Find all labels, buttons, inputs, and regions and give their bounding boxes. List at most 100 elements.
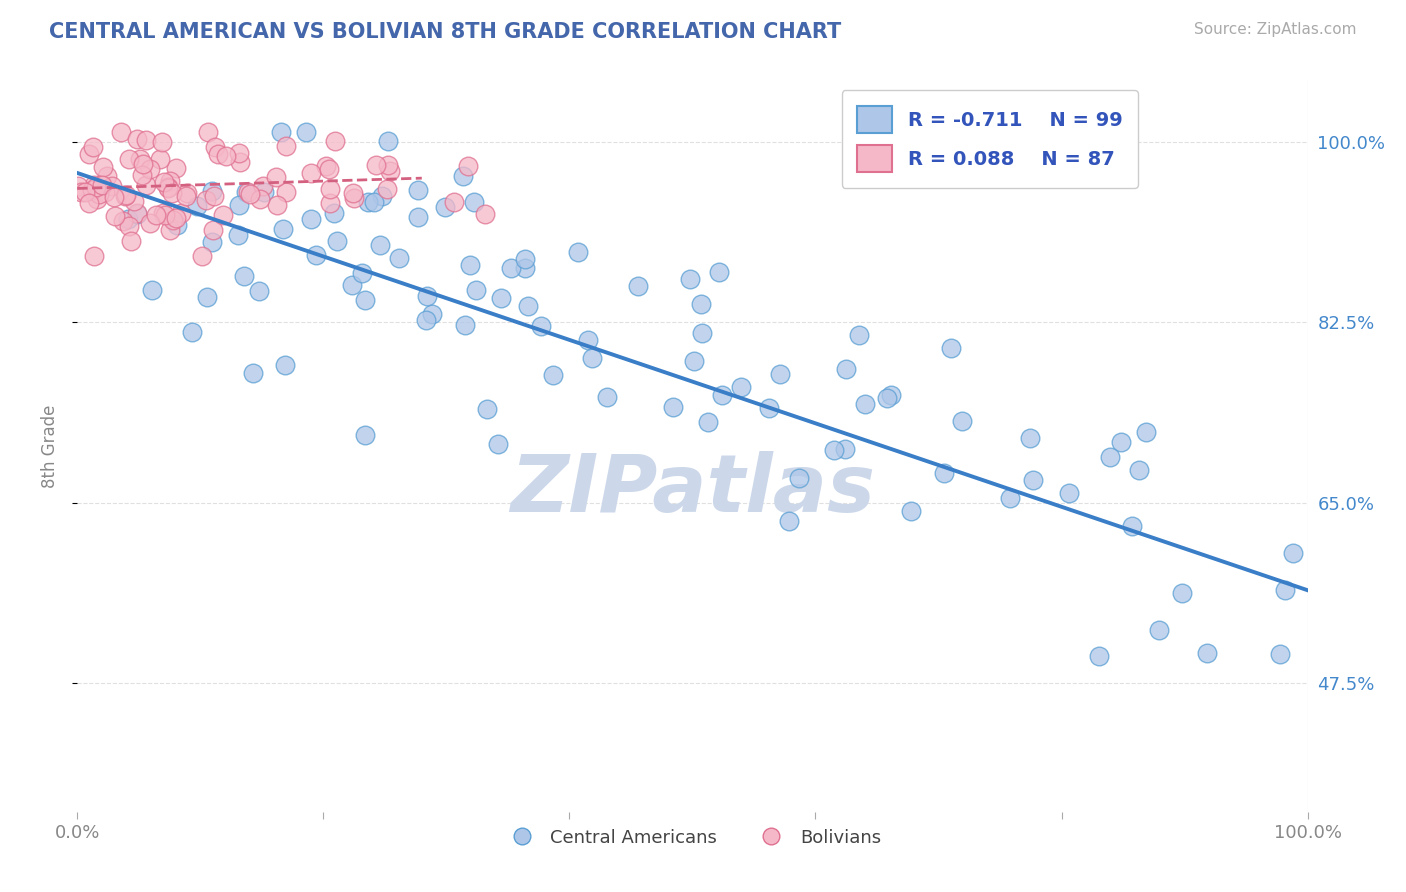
Point bbox=[458, 258, 481, 272]
Point bbox=[176, 186, 198, 201]
Point bbox=[305, 247, 328, 261]
Point bbox=[530, 319, 553, 334]
Point bbox=[82, 140, 104, 154]
Point bbox=[489, 291, 512, 305]
Point bbox=[200, 184, 222, 198]
Point bbox=[342, 278, 364, 293]
Point bbox=[139, 161, 162, 176]
Point bbox=[153, 209, 176, 223]
Point bbox=[253, 185, 276, 199]
Point bbox=[118, 219, 141, 234]
Point bbox=[343, 191, 366, 205]
Point bbox=[661, 400, 683, 414]
Point bbox=[513, 252, 536, 267]
Point bbox=[91, 178, 114, 193]
Point bbox=[201, 235, 224, 249]
Text: ZIPatlas: ZIPatlas bbox=[510, 450, 875, 529]
Point bbox=[157, 180, 180, 194]
Point bbox=[252, 179, 274, 194]
Point bbox=[377, 134, 399, 148]
Point bbox=[477, 402, 499, 417]
Point bbox=[229, 154, 252, 169]
Point bbox=[94, 185, 117, 199]
Point bbox=[323, 134, 346, 148]
Point bbox=[354, 428, 377, 442]
Point bbox=[247, 284, 270, 298]
Point bbox=[697, 415, 720, 429]
Point bbox=[769, 367, 792, 381]
Point bbox=[342, 186, 364, 201]
Point bbox=[451, 169, 474, 183]
Point bbox=[627, 278, 650, 293]
Point bbox=[87, 187, 110, 202]
Point bbox=[149, 152, 172, 166]
Point bbox=[690, 297, 713, 311]
Point bbox=[499, 261, 522, 276]
Point bbox=[323, 206, 346, 220]
Point bbox=[186, 199, 208, 213]
Point bbox=[1195, 646, 1218, 660]
Point bbox=[274, 358, 297, 372]
Point bbox=[457, 159, 479, 173]
Point bbox=[114, 187, 136, 202]
Point bbox=[197, 125, 219, 139]
Point bbox=[239, 186, 262, 201]
Point bbox=[517, 299, 540, 313]
Point bbox=[1087, 648, 1109, 663]
Point bbox=[83, 249, 105, 263]
Point bbox=[463, 195, 485, 210]
Point bbox=[1268, 648, 1291, 662]
Point bbox=[159, 222, 181, 236]
Point bbox=[77, 196, 100, 211]
Point bbox=[150, 135, 173, 149]
Point bbox=[141, 283, 163, 297]
Point bbox=[228, 146, 250, 161]
Point bbox=[1022, 473, 1045, 487]
Point bbox=[1274, 582, 1296, 597]
Point bbox=[576, 333, 599, 347]
Point bbox=[84, 179, 107, 194]
Point bbox=[117, 212, 139, 227]
Point bbox=[174, 189, 197, 203]
Point bbox=[876, 391, 898, 405]
Point bbox=[207, 147, 229, 161]
Point bbox=[180, 325, 202, 339]
Point bbox=[1128, 462, 1150, 476]
Point bbox=[211, 208, 233, 222]
Point bbox=[114, 189, 136, 203]
Legend: Central Americans, Bolivians: Central Americans, Bolivians bbox=[496, 822, 889, 854]
Point bbox=[276, 185, 298, 199]
Point bbox=[730, 379, 752, 393]
Point bbox=[77, 146, 100, 161]
Point bbox=[135, 133, 157, 147]
Text: CENTRAL AMERICAN VS BOLIVIAN 8TH GRADE CORRELATION CHART: CENTRAL AMERICAN VS BOLIVIAN 8TH GRADE C… bbox=[49, 22, 841, 42]
Point bbox=[101, 179, 124, 194]
Point bbox=[204, 140, 226, 154]
Point bbox=[83, 178, 105, 192]
Point bbox=[357, 195, 380, 210]
Point bbox=[127, 132, 149, 146]
Point bbox=[581, 351, 603, 365]
Point bbox=[420, 307, 443, 321]
Point bbox=[932, 466, 955, 480]
Point bbox=[368, 238, 391, 252]
Point bbox=[318, 161, 340, 176]
Point bbox=[1135, 425, 1157, 439]
Point bbox=[515, 260, 537, 275]
Point bbox=[315, 159, 337, 173]
Point bbox=[998, 491, 1021, 505]
Point bbox=[128, 153, 150, 167]
Point bbox=[319, 182, 342, 196]
Point bbox=[75, 185, 97, 199]
Point bbox=[366, 158, 388, 172]
Point bbox=[443, 195, 465, 210]
Point bbox=[153, 175, 176, 189]
Point bbox=[135, 178, 157, 193]
Point bbox=[162, 186, 184, 201]
Point bbox=[378, 164, 401, 178]
Point bbox=[377, 182, 399, 196]
Point bbox=[853, 397, 876, 411]
Point bbox=[194, 194, 217, 208]
Point bbox=[1147, 624, 1170, 638]
Point bbox=[228, 198, 250, 212]
